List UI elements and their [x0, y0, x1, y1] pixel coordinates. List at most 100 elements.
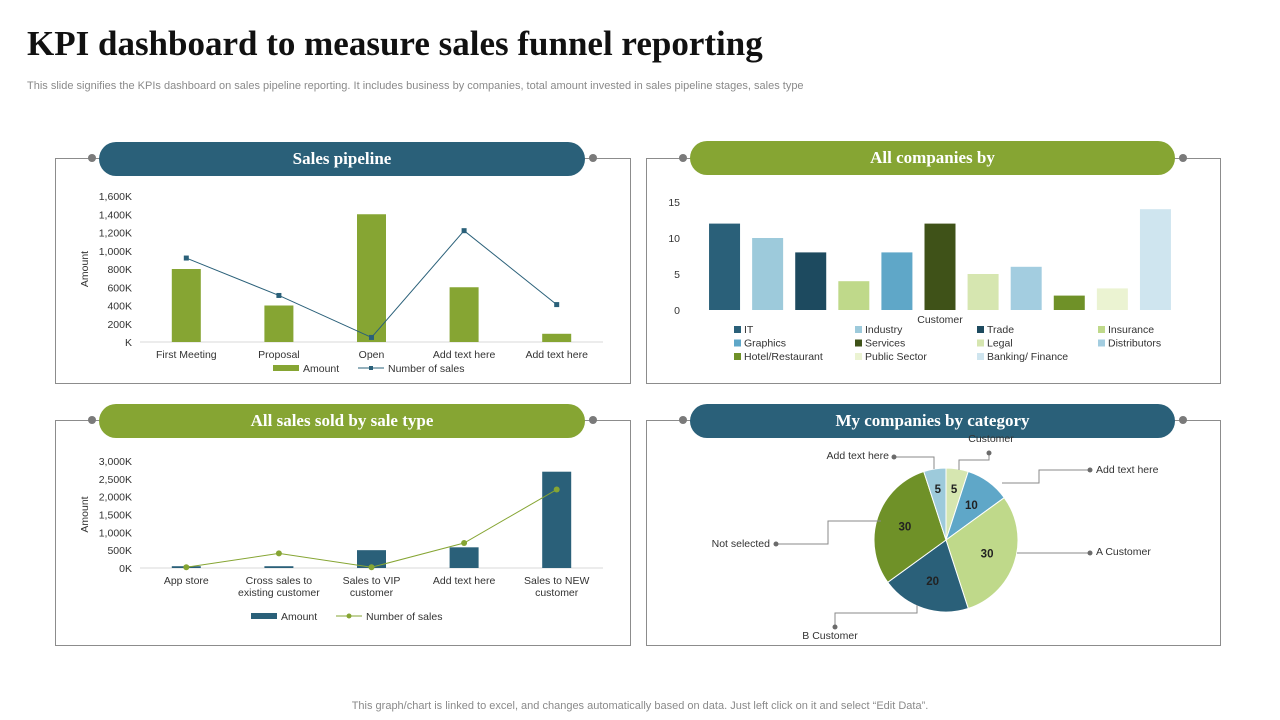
leader-line: [894, 456, 935, 469]
leader-dot: [986, 450, 992, 456]
legend-label: Legal: [987, 338, 1013, 350]
y-tick-label: 1,000K: [99, 527, 132, 539]
bar: [357, 550, 386, 568]
legend-swatch: [1098, 339, 1105, 347]
pie-value-label: 5: [951, 484, 958, 496]
legend-label: Hotel/Restaurant: [744, 351, 823, 363]
bar: [542, 333, 572, 342]
page-subtitle: This slide signifies the KPIs dashboard …: [27, 80, 804, 92]
leader-line: [834, 605, 918, 627]
legend-label-sales: Number of sales: [366, 611, 442, 623]
pie-slice: [887, 539, 969, 613]
legend-label: Banking/ Finance: [987, 351, 1068, 363]
category-title: My companies by category: [690, 404, 1175, 438]
pie-category-label: A Customer: [1096, 546, 1151, 558]
connector-dot: [88, 416, 96, 424]
y-tick-label: 200K: [107, 319, 132, 331]
y-tick-label: 600K: [107, 282, 132, 294]
pie-value-label: 30: [899, 522, 912, 534]
x-tick-label: customer: [535, 587, 579, 599]
y-tick-label: 500K: [107, 545, 132, 557]
footer-note: This graph/chart is linked to excel, and…: [351, 700, 929, 712]
legend-label-amount: Amount: [303, 363, 339, 375]
leader-dot: [832, 624, 838, 630]
legend-swatch-amount: [273, 365, 299, 371]
x-tick-label: App store: [164, 575, 209, 587]
pie-slice: [923, 467, 947, 541]
connector-dot: [589, 416, 597, 424]
bar-legal: [967, 274, 999, 310]
line-point: [183, 255, 189, 261]
connector-dot: [679, 416, 687, 424]
sales-pipeline-chart: K 200K 400K 600K 800K 1,000K 1,200K 1,400K 1,600…: [79, 191, 603, 375]
bar-industry: [752, 238, 784, 310]
pie-category-label: Add text here: [827, 450, 890, 462]
legend-swatch: [977, 353, 984, 360]
line-point: [183, 564, 190, 571]
bar-trade: [795, 252, 827, 310]
y-tick-label: 3,000K: [99, 456, 132, 468]
leader-line: [958, 453, 990, 470]
sale-type-panel: [55, 420, 631, 646]
category-pie-chart: 5 10 30 20 30 5 Customer Add text here A Custome…: [712, 433, 1159, 642]
pie-value-label: 20: [926, 576, 939, 588]
bar: [357, 214, 386, 342]
x-tick-label: Sales to VIP: [343, 575, 401, 587]
line-point: [276, 292, 282, 298]
bar: [264, 566, 294, 568]
legend-swatch: [734, 339, 741, 347]
x-tick-label: Open: [359, 349, 385, 361]
y-tick-label: K: [125, 337, 132, 349]
all-companies-title: All companies by: [690, 141, 1175, 175]
bar: [449, 287, 479, 342]
legend-label: Trade: [987, 324, 1014, 336]
line-point: [368, 564, 375, 571]
all-companies-chart: 0 5 10 15 Customer IT Industry Trade Insurance Gr…: [668, 197, 1171, 363]
bar-banking-finance: [1139, 209, 1171, 310]
legend-label: Public Sector: [865, 351, 927, 363]
y-tick-label: 5: [674, 269, 680, 281]
y-tick-label: 1,400K: [99, 209, 132, 221]
pie-category-label: B Customer: [802, 630, 858, 642]
legend-label: Graphics: [744, 338, 786, 350]
legend-label: IT: [744, 324, 754, 336]
line-point: [461, 228, 467, 234]
line-point: [275, 550, 282, 557]
legend-swatch: [1098, 326, 1105, 333]
leader-line: [1002, 469, 1090, 484]
pie-value-label: 30: [981, 548, 994, 560]
pie-category-label: Not selected: [712, 538, 771, 550]
pie-category-label: Add text here: [1096, 464, 1159, 476]
y-tick-label: 800K: [107, 264, 132, 276]
pie-value-label: 5: [935, 484, 942, 496]
bar-public-sector: [1096, 288, 1128, 310]
bar: [542, 471, 572, 568]
y-tick-label: 0K: [119, 563, 132, 575]
bar: [171, 269, 201, 342]
bar-distributors: [1010, 266, 1042, 310]
pie-category-label: Customer: [968, 433, 1014, 445]
y-tick-label: 1,000K: [99, 246, 132, 258]
x-tick-label: Sales to NEW: [524, 575, 589, 587]
x-tick-label: Cross sales to: [246, 575, 313, 587]
bar-services: [924, 223, 956, 310]
y-tick-label: 1,200K: [99, 228, 132, 240]
legend-swatch: [855, 339, 862, 347]
x-tick-label: Add text here: [433, 575, 496, 587]
bar-graphics: [881, 252, 913, 310]
legend-swatch-amount: [251, 613, 277, 619]
y-tick-label: 10: [668, 233, 680, 245]
x-axis-label: Customer: [917, 314, 963, 326]
leader-dot: [773, 541, 779, 547]
legend-marker-sales: [369, 366, 373, 370]
y-tick-label: 15: [668, 197, 680, 209]
legend-label-amount: Amount: [281, 611, 317, 623]
x-tick-label: Proposal: [258, 349, 299, 361]
connector-dot: [1179, 154, 1187, 162]
y-tick-label: 400K: [107, 301, 132, 313]
line-point: [369, 334, 374, 340]
y-axis-label: Amount: [79, 251, 91, 287]
page-title: KPI dashboard to measure sales funnel re…: [27, 24, 763, 63]
connector-dot: [589, 154, 597, 162]
bar-it: [709, 223, 741, 310]
